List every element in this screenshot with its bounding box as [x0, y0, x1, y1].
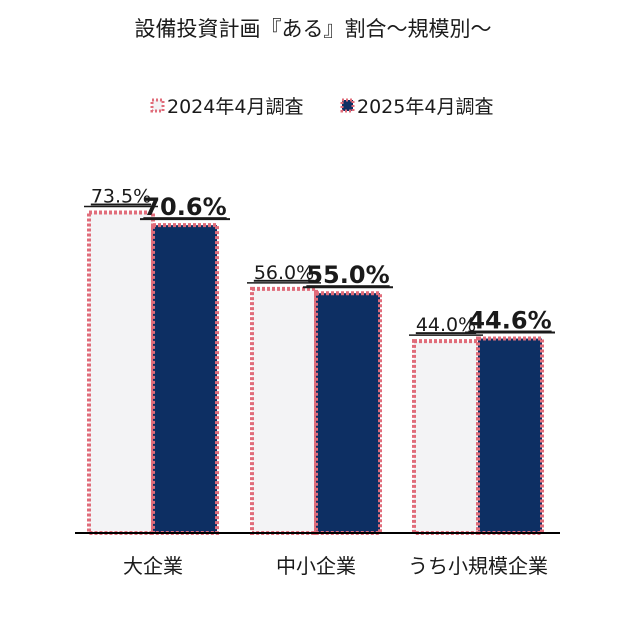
- bar-2024-2: [412, 339, 480, 535]
- value-label-2024-1: 56.0%: [254, 262, 314, 284]
- legend-swatch-2025: [340, 98, 355, 113]
- bar-2024-0: [87, 210, 155, 535]
- value-label-2025-1: 55.0%: [306, 261, 389, 289]
- value-labels-layer: 73.5%70.6% 56.0%55.0% 44.0%44.6%: [84, 186, 555, 336]
- category-labels-layer: 大企業 中小企業 うち小規模企業: [123, 554, 548, 578]
- bar-2025-2: [476, 336, 544, 535]
- chart-title: 設備投資計画『ある』割合～規模別～: [135, 17, 492, 41]
- category-label-1: 中小企業: [276, 554, 356, 578]
- category-label-0: 大企業: [123, 554, 183, 578]
- value-label-2024-0: 73.5%: [91, 186, 151, 208]
- legend-label-2025: 2025年4月調査: [357, 96, 493, 118]
- bar-2025-1: [314, 291, 382, 536]
- legend-label-2024: 2024年4月調査: [167, 96, 303, 118]
- bar-2024-1: [250, 286, 318, 535]
- legend-swatch-2024: [150, 98, 165, 113]
- bar-2025-0: [151, 223, 219, 536]
- legend: 2024年4月調査 2025年4月調査: [150, 96, 493, 118]
- value-label-2025-2: 44.6%: [468, 307, 551, 335]
- value-label-2025-0: 70.6%: [143, 193, 226, 221]
- value-label-2024-2: 44.0%: [416, 314, 476, 336]
- category-label-2: うち小規模企業: [408, 554, 548, 578]
